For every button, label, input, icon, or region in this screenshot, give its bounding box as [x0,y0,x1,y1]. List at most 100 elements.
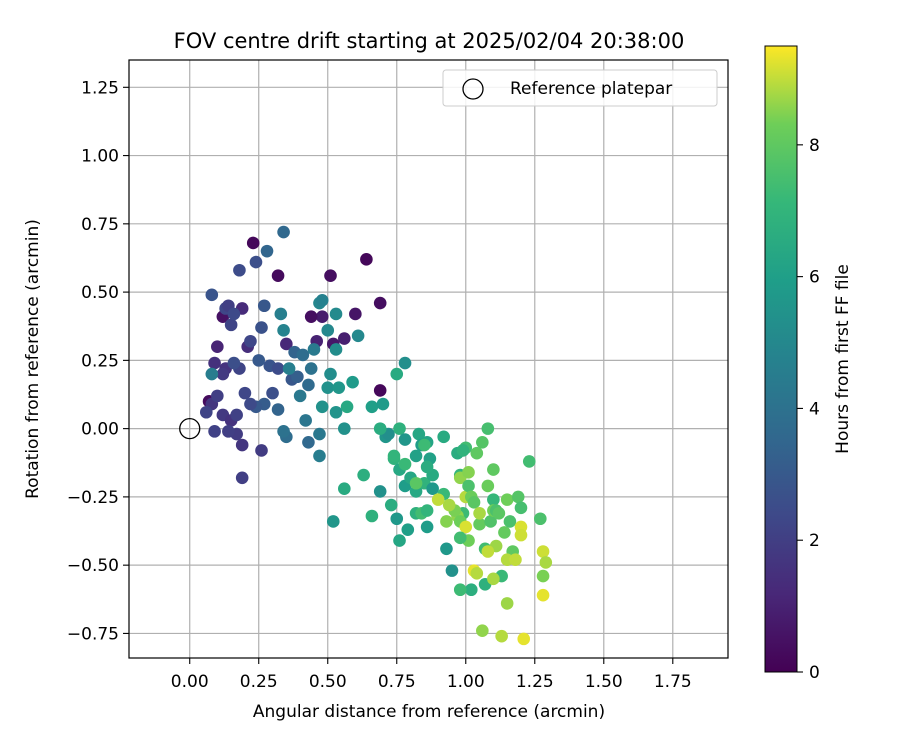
data-point [208,425,221,438]
data-point [418,438,431,452]
colorbar-label: Hours from first FF file [833,264,853,454]
data-point [456,444,470,457]
data-point [255,444,268,457]
data-point [431,493,445,506]
data-point [216,367,230,381]
data-point [412,427,426,441]
data-point [536,588,550,602]
data-point [340,400,354,414]
x-tick-label: 0.50 [309,672,347,692]
colorbar-tick-label: 4 [809,399,820,419]
data-point [246,236,260,250]
y-tick-label: 0.50 [81,283,119,303]
data-point [409,476,423,490]
data-point [462,466,475,479]
data-point [393,534,406,547]
data-point [277,324,290,337]
data-point [390,367,404,381]
data-point [487,463,500,476]
legend-reference-marker [462,78,484,100]
data-point [332,381,346,394]
data-point [365,400,379,414]
data-point [509,553,522,566]
x-tick-label: 0.25 [240,672,278,692]
data-point [291,370,304,384]
data-point [514,501,528,515]
data-point [373,422,387,435]
data-point [302,435,315,449]
data-point [227,307,241,321]
data-point [373,485,387,498]
data-point [257,299,271,313]
data-point [315,293,329,307]
data-point [224,318,238,332]
y-tick-label: −0.25 [67,488,119,508]
data-point [484,515,497,528]
data-point [426,482,439,496]
data-point [500,493,514,506]
data-point [244,397,257,411]
data-point [500,597,514,610]
legend: Reference platepar [442,69,718,107]
data-point [453,583,467,597]
data-point [533,512,547,526]
legend-box [442,69,718,107]
data-point [304,362,318,375]
data-point [227,356,241,370]
x-tick-label: 1.50 [585,672,623,692]
data-point [539,556,553,569]
data-point [299,414,312,427]
y-tick-label: 0.00 [81,420,119,440]
data-point [235,471,249,485]
x-tick-label: 0.00 [171,672,209,692]
data-point [313,427,326,441]
data-point [398,356,412,370]
data-point [376,397,390,411]
reference-marker-group [179,417,201,440]
x-axis-ticks: 0.00 0.25 0.50 0.75 1.00 1.25 1.50 1.75 [171,658,692,692]
data-point [514,528,528,542]
data-point [503,515,517,528]
data-point [329,307,343,321]
data-point [235,438,249,452]
data-point [277,225,290,239]
data-point [360,253,373,266]
data-point [420,504,434,517]
data-point [315,400,329,414]
data-point [373,296,387,310]
y-tick-label: 0.75 [81,215,119,235]
data-point [277,425,290,438]
data-point [384,498,398,512]
data-point [211,389,224,403]
x-tick-label: 1.75 [654,672,692,692]
x-tick-label: 0.75 [378,672,416,692]
data-point [346,375,359,389]
data-point [401,523,415,536]
data-point [326,515,340,528]
data-point [230,408,243,422]
data-point [205,367,219,381]
x-tick-label: 1.00 [447,672,485,692]
data-point [470,567,484,580]
colorbar-gradient [764,45,798,673]
data-point [437,430,450,444]
data-point [351,329,365,343]
data-point [536,569,550,583]
data-point [199,405,213,419]
data-point [255,321,268,334]
data-point [409,449,423,463]
scatter-points [199,225,553,646]
data-point [393,422,406,435]
reference-marker [179,417,201,440]
colorbar-ticks: 0 2 4 6 8 [797,136,820,683]
data-point [222,425,235,438]
gridlines [129,60,728,658]
data-point [324,269,337,283]
data-point [205,288,219,302]
data-point [473,506,486,520]
data-point [517,632,531,646]
data-point [244,334,257,348]
data-point [387,449,401,463]
y-tick-label: 1.25 [81,78,119,98]
data-point [473,517,486,531]
